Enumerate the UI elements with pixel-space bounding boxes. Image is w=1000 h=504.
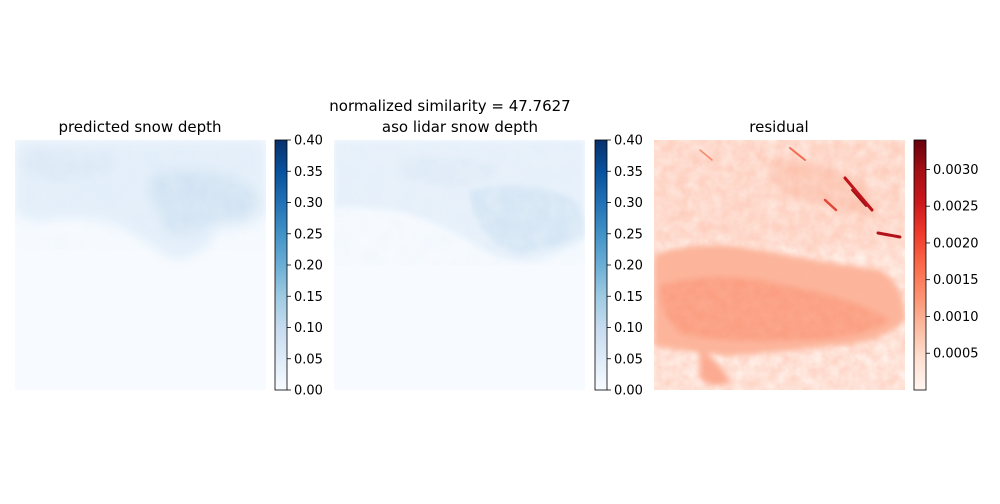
colorbar-tick-label: 0.40 xyxy=(614,134,643,149)
colorbar-tick-label: 0.20 xyxy=(614,259,643,274)
figure-suptitle: normalized similarity = 47.7627 xyxy=(329,97,570,115)
panel-title: residual xyxy=(749,118,808,136)
colorbar-tick-label: 0.05 xyxy=(614,352,643,367)
colorbar-tick-label: 0.30 xyxy=(614,196,643,211)
colorbar-gradient xyxy=(274,139,288,391)
panel-predicted-snow-depth: predicted snow depth 0.00 0.05 0.10 0.15 0.2… xyxy=(15,118,323,399)
colorbar-tick-label: 0.30 xyxy=(294,196,323,211)
colorbar-tick-label: 0.0015 xyxy=(933,273,979,288)
colorbar: 0.00 0.05 0.10 0.15 0.20 0.25 0.30 0.35 0.40 xyxy=(594,134,643,399)
heatmap-image xyxy=(654,140,905,390)
colorbar-tick-label: 0.35 xyxy=(614,165,643,180)
colorbar-gradient xyxy=(913,139,927,391)
colorbar-tick-label: 0.35 xyxy=(294,165,323,180)
colorbar: 0.0005 0.0010 0.0015 0.0020 0.0025 0.0030 xyxy=(913,139,979,391)
colorbar-tick-label: 0.05 xyxy=(294,352,323,367)
colorbar-tick-label: 0.15 xyxy=(614,290,643,305)
panel-title: predicted snow depth xyxy=(58,118,221,136)
panel-residual: residual xyxy=(654,118,979,391)
colorbar-tick-label: 0.10 xyxy=(614,321,643,336)
residual-hotspots xyxy=(699,147,902,239)
heatmap-image xyxy=(334,140,585,390)
colorbar-tick-label: 0.0005 xyxy=(933,347,979,362)
colorbar-tick-label: 0.25 xyxy=(614,227,643,242)
colorbar-tick-label: 0.40 xyxy=(294,134,323,149)
colorbar-tick-label: 0.10 xyxy=(294,321,323,336)
colorbar-tick-label: 0.0025 xyxy=(933,200,979,215)
colorbar-tick-label: 0.00 xyxy=(614,384,643,399)
colorbar: 0.00 0.05 0.10 0.15 0.20 0.25 0.30 0.35 0.40 xyxy=(274,134,323,399)
heatmap-image xyxy=(15,140,266,390)
colorbar-tick-label: 0.0030 xyxy=(933,163,979,178)
colorbar-tick-label: 0.0020 xyxy=(933,236,979,251)
colorbar-tick-label: 0.20 xyxy=(294,259,323,274)
colorbar-tick-label: 0.0010 xyxy=(933,310,979,325)
colorbar-tick-label: 0.15 xyxy=(294,290,323,305)
panel-aso-lidar-snow-depth: aso lidar snow depth 0.00 0.05 0.10 0.15 0.2… xyxy=(334,118,643,399)
colorbar-gradient xyxy=(594,139,608,391)
colorbar-tick-label: 0.00 xyxy=(294,384,323,399)
panel-title: aso lidar snow depth xyxy=(382,118,538,136)
colorbar-tick-label: 0.25 xyxy=(294,227,323,242)
